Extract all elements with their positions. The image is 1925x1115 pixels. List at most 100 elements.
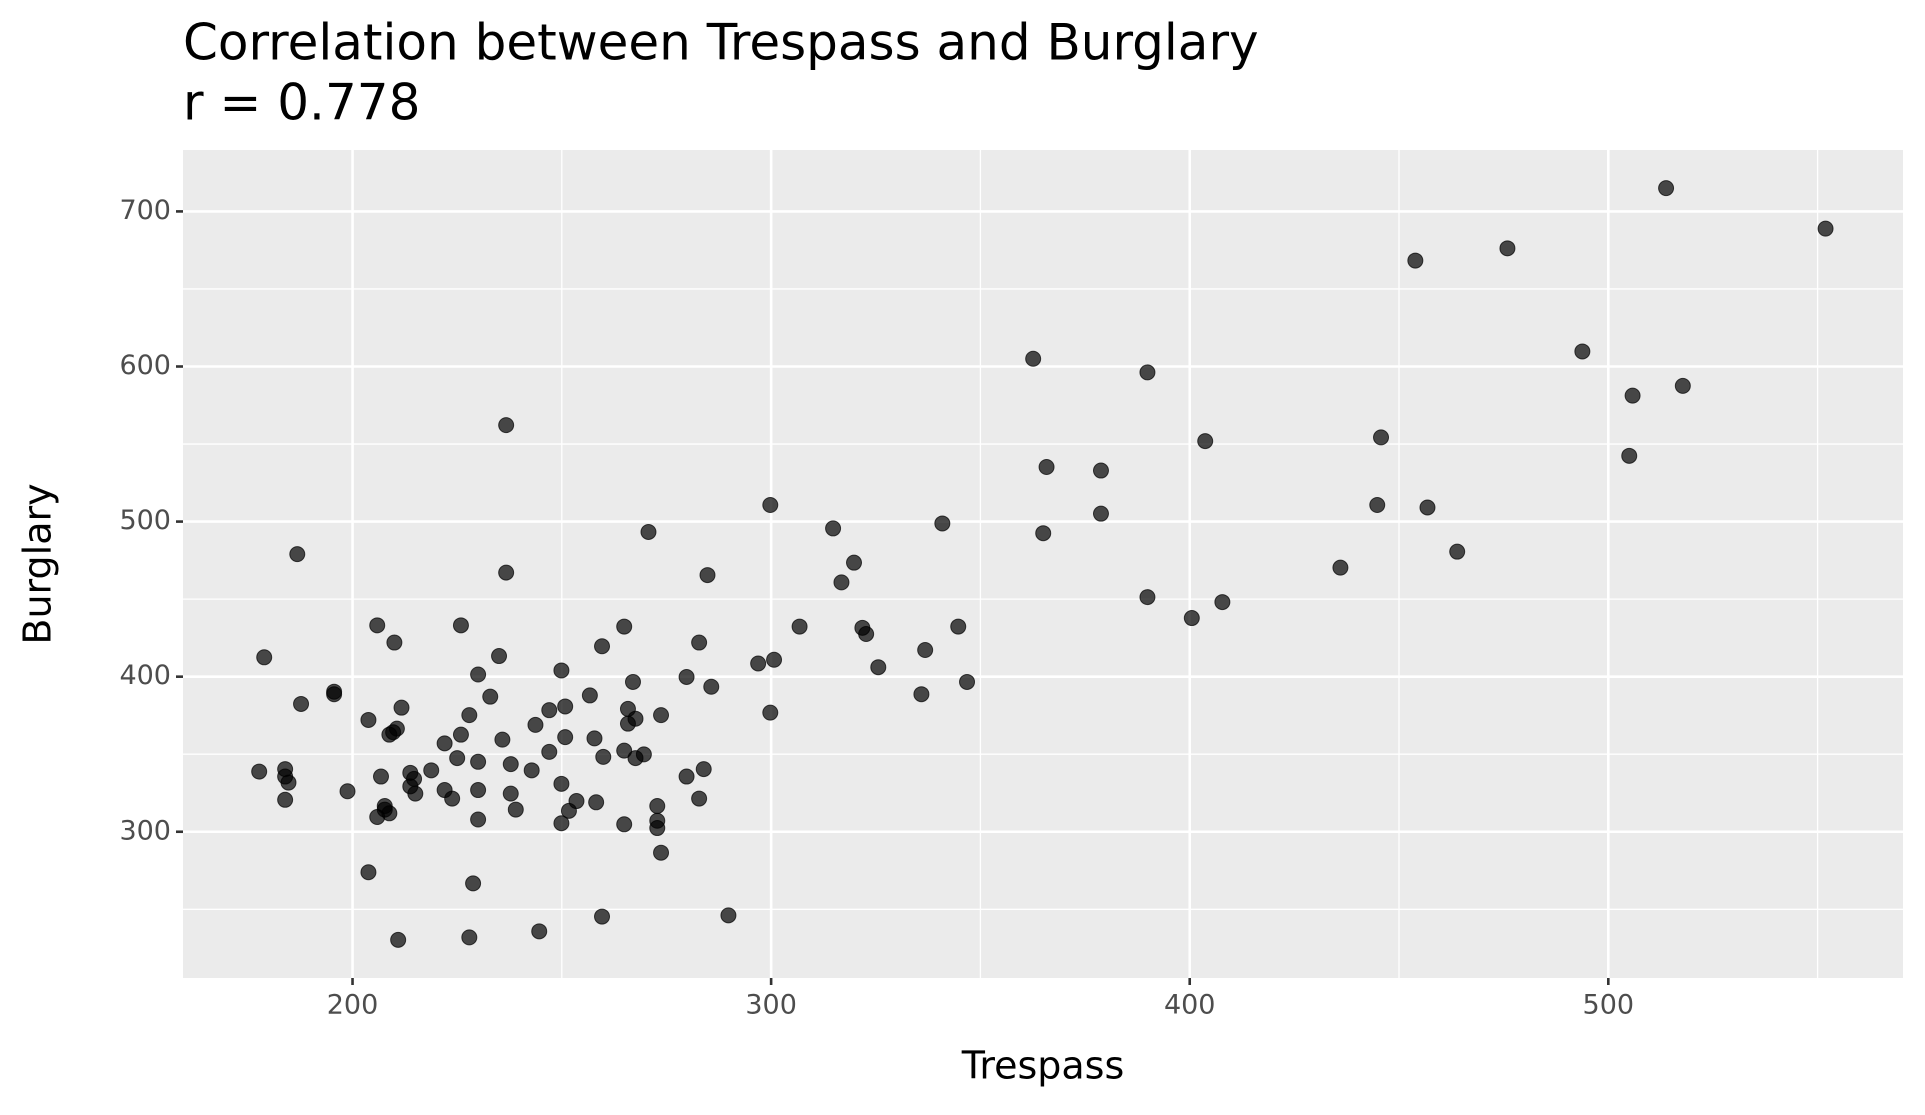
point xyxy=(1574,343,1591,360)
point xyxy=(498,564,515,581)
point xyxy=(553,775,570,792)
point xyxy=(560,802,577,819)
point xyxy=(482,688,499,705)
point xyxy=(588,794,605,811)
point xyxy=(627,750,644,767)
point xyxy=(595,748,612,765)
point xyxy=(339,783,356,800)
point xyxy=(502,756,519,773)
point xyxy=(1369,496,1386,513)
point xyxy=(461,707,478,724)
point xyxy=(1035,525,1052,542)
point xyxy=(854,619,871,636)
point xyxy=(381,726,398,743)
point xyxy=(624,673,641,690)
point xyxy=(950,618,967,635)
point xyxy=(766,651,783,668)
panel xyxy=(183,150,1903,978)
point xyxy=(465,875,482,892)
x-tick-label: 300 xyxy=(745,990,797,1021)
point xyxy=(619,700,636,717)
point xyxy=(523,762,540,779)
point xyxy=(720,907,737,924)
point xyxy=(616,618,633,635)
point xyxy=(251,763,268,780)
point xyxy=(691,790,708,807)
point xyxy=(762,496,779,513)
point xyxy=(1214,594,1231,611)
point xyxy=(934,515,951,532)
point xyxy=(691,634,708,651)
point xyxy=(695,761,712,778)
point xyxy=(1658,180,1675,197)
point xyxy=(423,762,440,779)
y-axis-title: Burglary xyxy=(16,483,60,644)
point xyxy=(452,726,469,743)
point xyxy=(653,707,670,724)
y-tick-label: 700 xyxy=(119,195,171,226)
point xyxy=(1373,429,1390,446)
y-tick-label: 300 xyxy=(119,815,171,846)
point xyxy=(494,731,511,748)
point xyxy=(1332,559,1349,576)
point xyxy=(553,815,570,832)
point xyxy=(1092,462,1109,479)
point xyxy=(1407,252,1424,269)
point xyxy=(594,908,611,925)
point xyxy=(825,520,842,537)
point xyxy=(750,655,767,672)
point xyxy=(616,816,633,833)
point xyxy=(452,617,469,634)
point xyxy=(1139,364,1156,381)
point xyxy=(470,753,487,770)
point xyxy=(1624,387,1641,404)
point xyxy=(1817,220,1834,237)
point xyxy=(1025,350,1042,367)
point xyxy=(699,567,716,584)
point xyxy=(649,820,666,837)
point xyxy=(498,417,515,434)
point xyxy=(541,743,558,760)
point xyxy=(277,791,294,808)
point xyxy=(557,698,574,715)
point xyxy=(640,523,657,540)
point xyxy=(553,662,570,679)
point xyxy=(678,668,695,685)
point xyxy=(372,768,389,785)
point xyxy=(557,729,574,746)
point xyxy=(470,666,487,683)
point xyxy=(402,764,419,781)
point xyxy=(791,618,808,635)
point xyxy=(436,735,453,752)
point xyxy=(616,742,633,759)
point xyxy=(870,659,887,676)
point xyxy=(959,673,976,690)
point xyxy=(619,715,636,732)
point xyxy=(402,778,419,795)
point xyxy=(762,704,779,721)
point xyxy=(360,864,377,881)
point xyxy=(1092,505,1109,522)
point xyxy=(649,798,666,815)
y-tick-label: 600 xyxy=(119,350,171,381)
point xyxy=(1197,433,1214,450)
x-tick-label: 500 xyxy=(1583,990,1635,1021)
point xyxy=(594,638,611,655)
point xyxy=(1449,543,1466,560)
point xyxy=(1038,458,1055,475)
point xyxy=(502,785,519,802)
point xyxy=(1674,377,1691,394)
point xyxy=(581,687,598,704)
point xyxy=(369,809,386,826)
point xyxy=(390,931,407,948)
point xyxy=(470,782,487,799)
point xyxy=(449,750,466,767)
chart-title: Correlation between Trespass and Burglar… xyxy=(183,14,1259,72)
point xyxy=(369,617,386,634)
point xyxy=(289,546,306,563)
point xyxy=(917,641,934,658)
point xyxy=(586,730,603,747)
x-axis-title: Trespass xyxy=(961,1044,1125,1088)
point xyxy=(527,716,544,733)
